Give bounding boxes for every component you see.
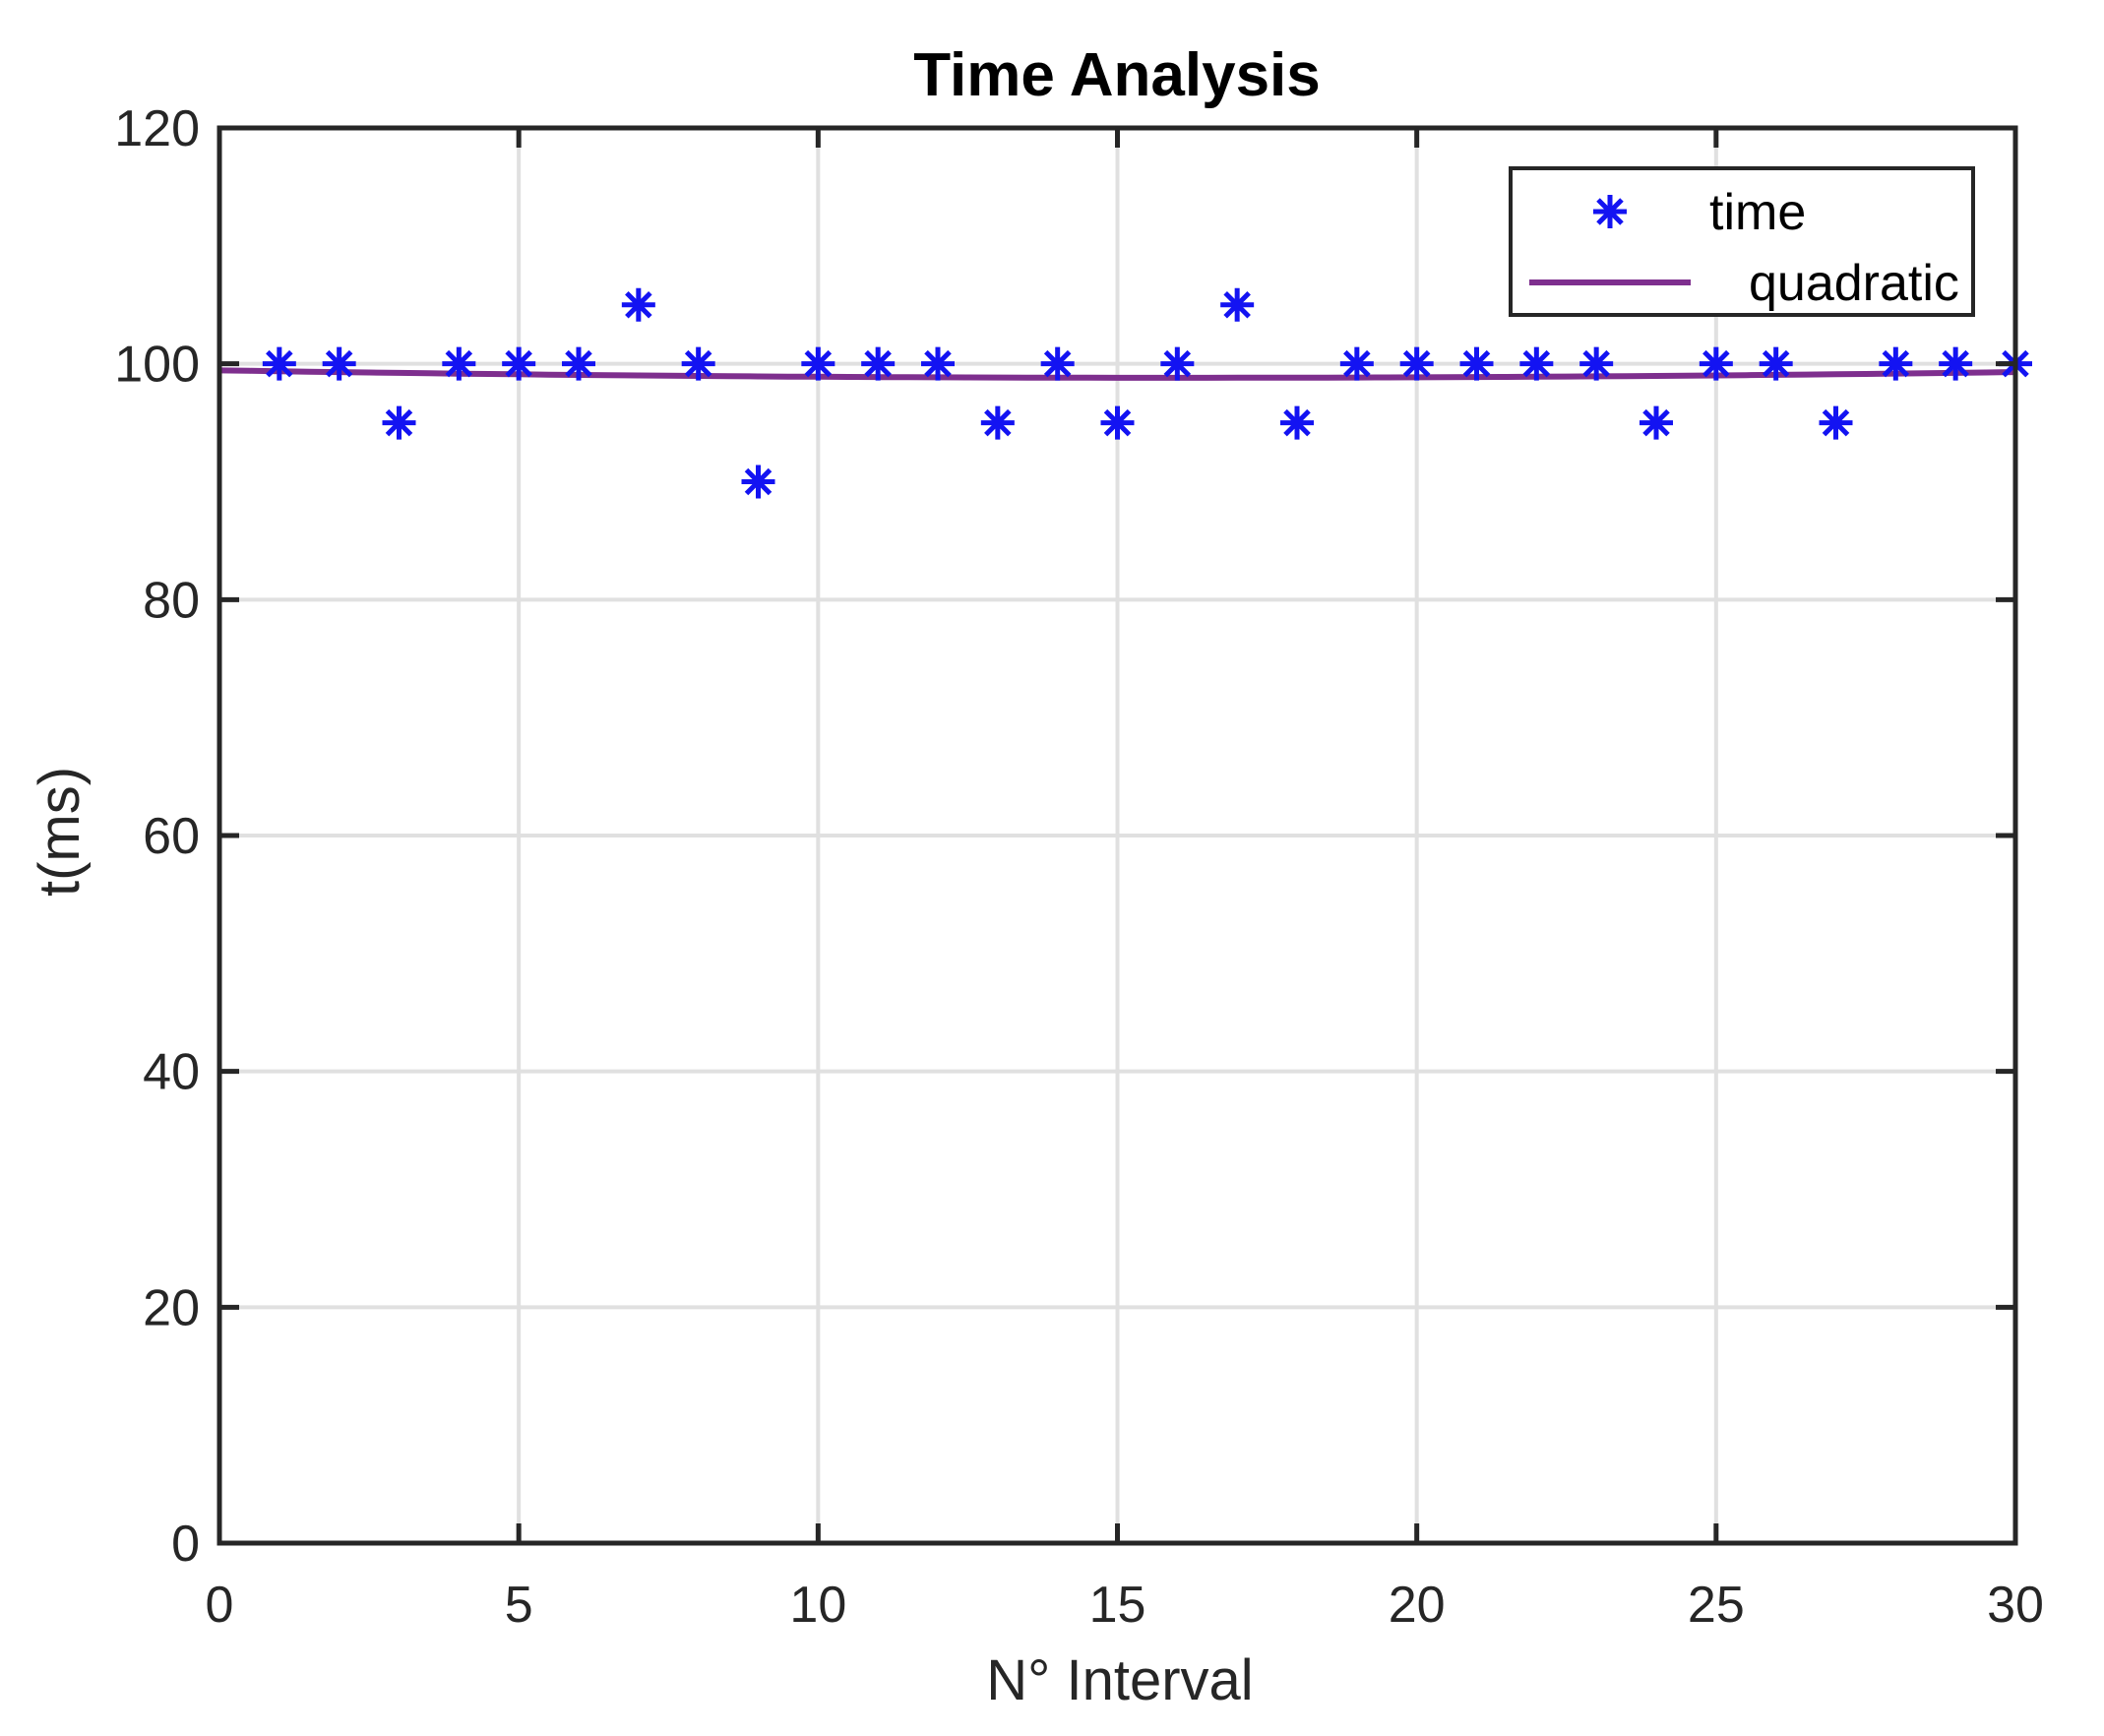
y-tick-label: 40	[143, 1044, 200, 1101]
y-axis-label: t(ms)	[28, 767, 92, 897]
time-marker	[1879, 346, 1913, 381]
x-tick-label: 15	[1089, 1577, 1146, 1634]
data-layer	[218, 287, 2032, 499]
tick-label-layer: 0 5 10 15 20 25 30 0 20 40 60 80 100 120	[114, 100, 2044, 1634]
x-tick-label: 5	[505, 1577, 533, 1634]
time-marker	[562, 346, 595, 381]
x-tick-label: 10	[789, 1577, 846, 1634]
time-marker	[1699, 346, 1733, 381]
legend: time quadratic	[1509, 166, 1975, 317]
time-marker	[921, 346, 955, 381]
time-marker	[382, 405, 416, 440]
y-tick-label: 20	[143, 1279, 200, 1336]
y-tick-label: 80	[143, 572, 200, 629]
time-marker	[1519, 346, 1554, 381]
time-marker	[1459, 346, 1494, 381]
legend-time-marker	[1593, 195, 1627, 228]
x-tick-label: 20	[1389, 1577, 1446, 1634]
time-marker	[741, 465, 775, 499]
x-tick-label: 30	[1987, 1577, 2044, 1634]
time-marker	[801, 346, 835, 381]
time-marker	[1040, 346, 1075, 381]
time-marker	[1939, 346, 1973, 381]
time-marker	[502, 346, 536, 381]
x-tick-label: 25	[1688, 1577, 1745, 1634]
time-marker	[1579, 346, 1614, 381]
time-marker	[1280, 405, 1314, 440]
time-marker	[1759, 346, 1793, 381]
y-tick-label: 120	[114, 100, 200, 157]
time-marker	[1100, 405, 1135, 440]
time-marker	[621, 287, 655, 322]
x-axis-label: N° Interval	[986, 1648, 1253, 1712]
time-marker	[322, 346, 356, 381]
x-tick-label: 0	[206, 1577, 234, 1634]
y-tick-label: 60	[143, 808, 200, 865]
legend-box	[1509, 166, 1975, 317]
time-marker	[681, 346, 715, 381]
time-marker	[1220, 287, 1255, 322]
time-marker	[861, 346, 896, 381]
plot-title: Time Analysis	[913, 41, 1321, 109]
time-marker	[1339, 346, 1374, 381]
legend-samples	[1529, 195, 1691, 285]
tick-layer	[217, 125, 2018, 1546]
legend-label-time: time	[1709, 184, 1806, 241]
y-tick-label: 0	[171, 1516, 200, 1573]
y-tick-label: 100	[114, 337, 200, 394]
time-marker	[980, 405, 1015, 440]
time-marker	[262, 346, 296, 381]
legend-label-quadratic: quadratic	[1749, 255, 1959, 312]
time-marker	[1640, 405, 1673, 440]
time-marker	[1160, 346, 1195, 381]
time-marker	[442, 346, 476, 381]
time-marker	[1819, 405, 1853, 440]
time-marker	[1399, 346, 1434, 381]
